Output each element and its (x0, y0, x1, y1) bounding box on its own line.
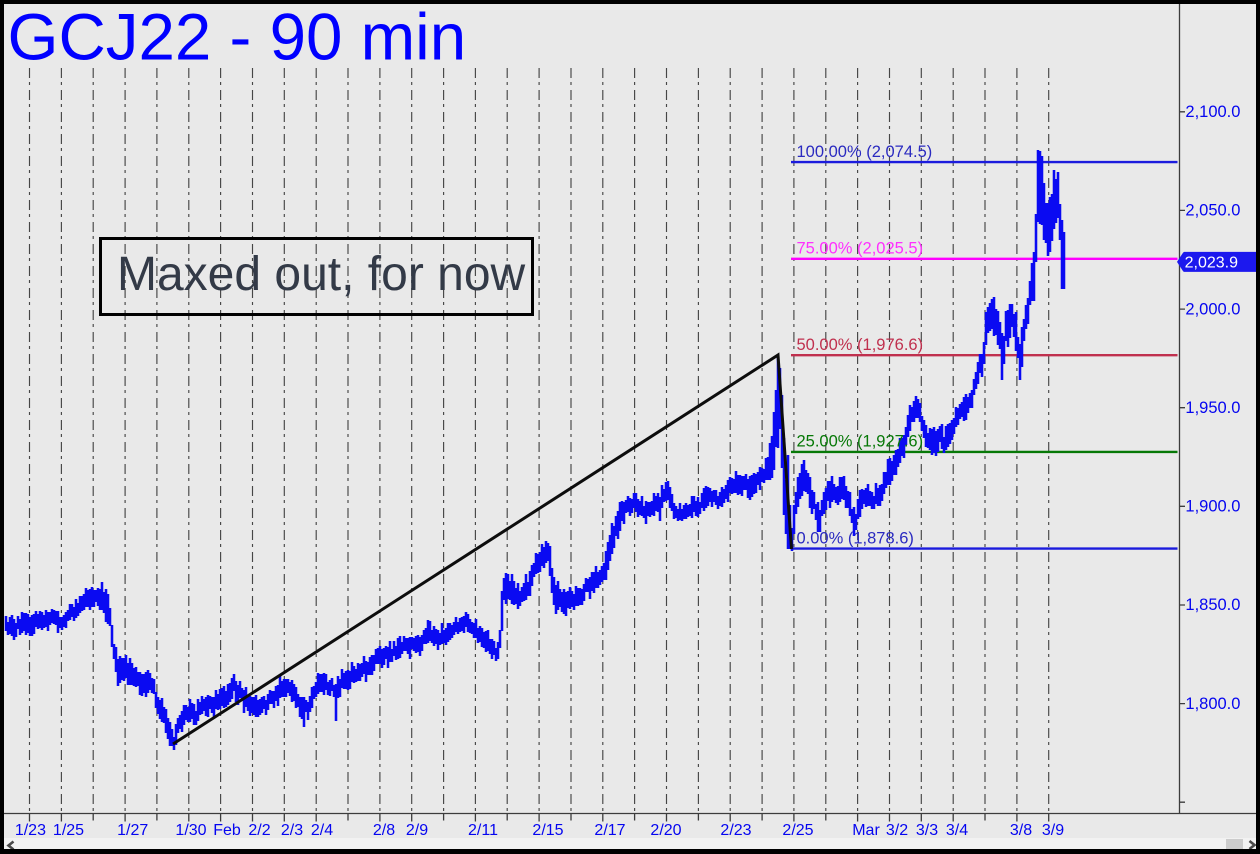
svg-text:1,800.0: 1,800.0 (1185, 695, 1240, 713)
svg-text:2/20: 2/20 (650, 822, 681, 839)
svg-text:2/3: 2/3 (281, 822, 303, 839)
svg-text:2,000.0: 2,000.0 (1185, 300, 1240, 318)
svg-text:2/4: 2/4 (311, 822, 333, 839)
svg-text:2/8: 2/8 (373, 822, 395, 839)
svg-text:2/9: 2/9 (406, 822, 428, 839)
svg-text:2/11: 2/11 (468, 822, 498, 839)
svg-text:2/15: 2/15 (532, 822, 563, 839)
svg-text:1/25: 1/25 (53, 822, 84, 839)
svg-text:1/27: 1/27 (117, 822, 148, 839)
svg-text:50.00% (1,976.6): 50.00% (1,976.6) (797, 336, 924, 354)
svg-text:1,850.0: 1,850.0 (1185, 596, 1240, 614)
svg-text:1/23: 1/23 (15, 822, 46, 839)
svg-text:2/17: 2/17 (594, 822, 625, 839)
svg-text:1,900.0: 1,900.0 (1185, 498, 1240, 516)
svg-text:GCJ22 - 90 min: GCJ22 - 90 min (8, 0, 467, 73)
svg-text:25.00% (1,927.6): 25.00% (1,927.6) (797, 433, 924, 451)
svg-text:2/2: 2/2 (248, 822, 270, 839)
svg-text:3/8: 3/8 (1010, 822, 1032, 839)
svg-text:Maxed out, for now: Maxed out, for now (117, 248, 526, 301)
svg-text:3/9: 3/9 (1042, 822, 1064, 839)
svg-text:1,950.0: 1,950.0 (1185, 399, 1240, 417)
svg-text:2,100.0: 2,100.0 (1185, 103, 1240, 121)
svg-text:0.00% (1,878.6): 0.00% (1,878.6) (797, 529, 914, 547)
svg-text:3/2: 3/2 (886, 822, 908, 839)
svg-text:1/30: 1/30 (175, 822, 206, 839)
svg-text:Feb: Feb (213, 822, 241, 839)
svg-text:2,050.0: 2,050.0 (1185, 202, 1240, 220)
svg-text:2/25: 2/25 (782, 822, 813, 839)
svg-text:75.00% (2,025.5): 75.00% (2,025.5) (797, 240, 924, 258)
svg-text:100.00% (2,074.5): 100.00% (2,074.5) (797, 143, 933, 161)
svg-text:2,023.9: 2,023.9 (1185, 255, 1238, 272)
svg-text:3/3: 3/3 (916, 822, 938, 839)
svg-text:3/4: 3/4 (946, 822, 968, 839)
svg-text:Mar: Mar (852, 822, 880, 839)
svg-text:2/23: 2/23 (720, 822, 751, 839)
